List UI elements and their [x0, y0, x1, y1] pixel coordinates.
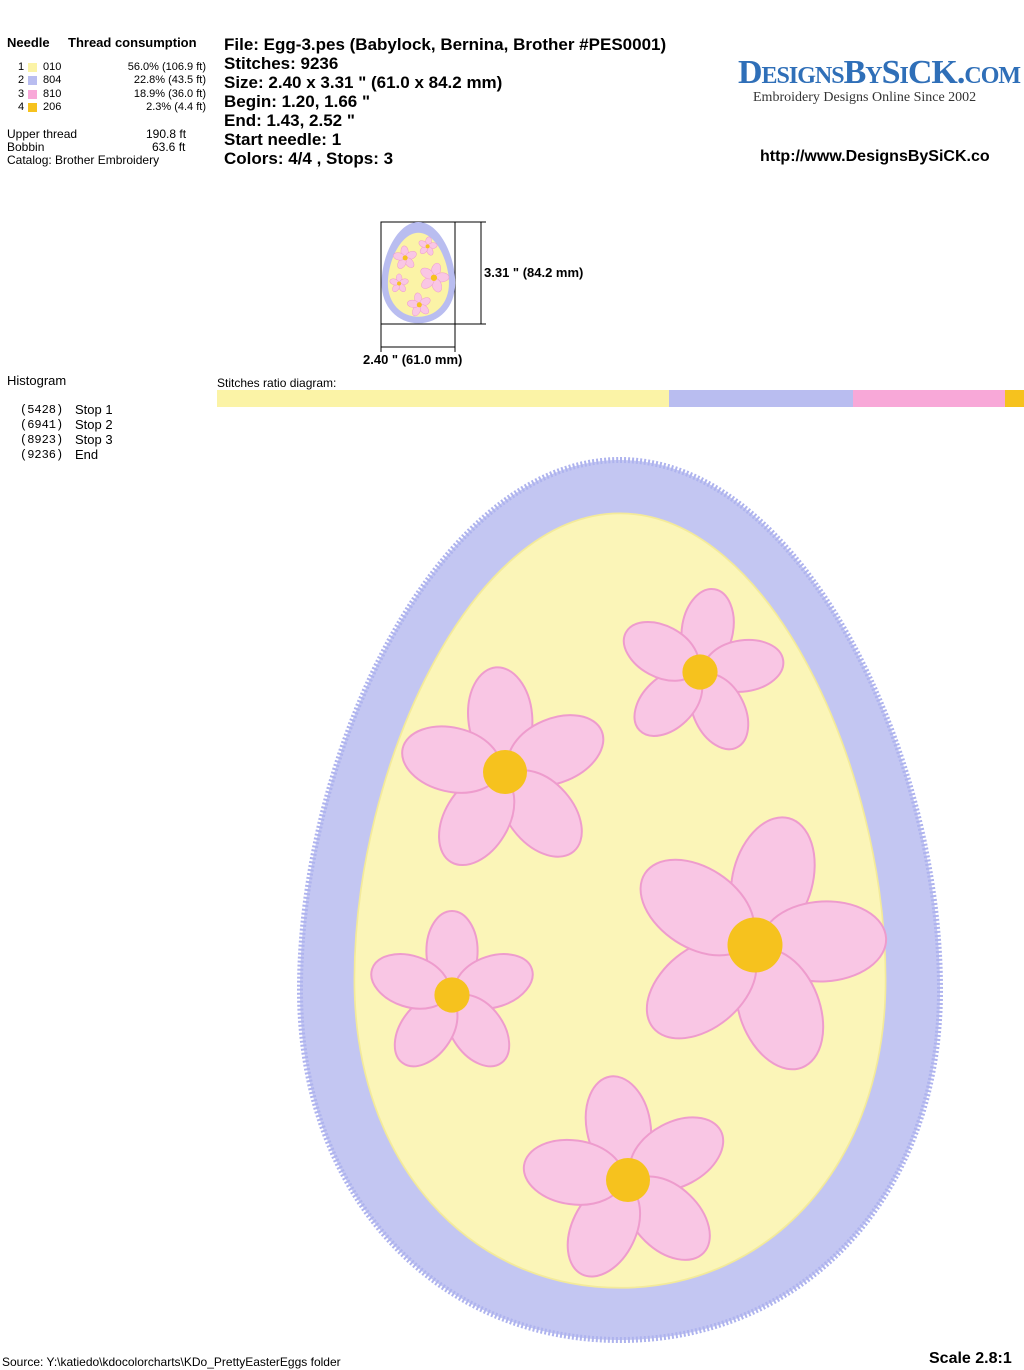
- info-line: Colors: 4/4 , Stops: 3: [224, 149, 394, 168]
- needle-number: 4: [18, 100, 25, 113]
- stop-count: (9236): [20, 448, 64, 462]
- thread-code: 206: [43, 100, 62, 113]
- thumb-frame: [380, 221, 456, 325]
- dimension-lines: [380, 221, 486, 352]
- flowers: [370, 588, 888, 1278]
- url: http://www.DesignsBySiCK.co: [760, 148, 990, 165]
- flower-center: [416, 302, 422, 308]
- thread-usage: 56.0% (106.9 ft): [127, 61, 206, 73]
- scale: Scale 2.8:1: [929, 1350, 1012, 1367]
- stop-label: Stop 3: [75, 432, 113, 447]
- info-line: File: Egg-3.pes (Babylock, Bernina, Brot…: [224, 35, 667, 54]
- flower-center: [682, 654, 718, 690]
- flower-center: [430, 274, 438, 281]
- flower-center: [402, 255, 408, 261]
- ratio-title: Stitches ratio diagram:: [217, 376, 337, 390]
- info-line: Start needle: 1: [224, 130, 342, 149]
- flower-center: [397, 281, 402, 286]
- flower-center: [483, 750, 527, 794]
- stop-label: End: [75, 447, 99, 462]
- thumb-flowers: [389, 236, 450, 317]
- total-value: 190.8 ft: [146, 127, 187, 141]
- ratio-segment: [852, 390, 1006, 407]
- needle-header: Needle: [7, 35, 50, 50]
- flower-center: [727, 917, 783, 973]
- needle-number: 2: [18, 74, 25, 87]
- ratio-segment: [668, 390, 853, 407]
- swatch: [28, 102, 37, 112]
- swatch: [28, 63, 37, 72]
- thread-code: 810: [43, 87, 62, 100]
- info-line: Stitches: 9236: [224, 54, 339, 73]
- stop-label: Stop 1: [75, 402, 113, 417]
- height-label: 3.31 " (84.2 mm): [484, 265, 583, 280]
- stop-count: (6941): [20, 418, 64, 432]
- total-label: Bobbin: [7, 140, 45, 154]
- thread-code: 010: [43, 61, 62, 73]
- swatch: [28, 89, 37, 99]
- thread-usage: 18.9% (36.0 ft): [133, 87, 206, 100]
- stop-count: (5428): [20, 403, 64, 417]
- flower-center: [425, 244, 430, 249]
- info-line: Begin: 1.20, 1.66 ": [224, 92, 371, 111]
- ratio-segment: [217, 390, 669, 407]
- total-value: 63.6 ft: [152, 140, 186, 154]
- flower-center: [606, 1158, 650, 1202]
- source: Source: Y:\katiedo\kdocolorcharts\KDo_Pr…: [2, 1355, 341, 1369]
- stop-count: (8923): [20, 433, 64, 447]
- thread-code: 804: [43, 74, 62, 87]
- logo-tagline: Embroidery Designs Online Since 2002: [753, 90, 977, 105]
- logo-title: DesignsBySiCK.com: [738, 54, 1021, 91]
- ratio-bar: [217, 390, 1024, 407]
- thread-usage: 2.3% (4.4 ft): [146, 100, 206, 113]
- flower-center: [434, 977, 470, 1013]
- info-line: End: 1.43, 2.52 ": [224, 111, 355, 130]
- info-line: Size: 2.40 x 3.31 " (61.0 x 84.2 mm): [224, 73, 503, 92]
- consumption-header: Thread consumption: [68, 35, 197, 50]
- needle-number: 3: [18, 87, 25, 100]
- width-label: 2.40 " (61.0 mm): [363, 352, 462, 367]
- needle-number: 1: [18, 61, 25, 73]
- thread-usage: 22.8% (43.5 ft): [133, 74, 206, 87]
- histogram-title: Histogram: [7, 373, 67, 388]
- swatch: [28, 76, 37, 86]
- total-label: Upper thread: [7, 127, 78, 141]
- catalog: Catalog: Brother Embroidery: [7, 153, 160, 167]
- ratio-segment: [1005, 390, 1024, 407]
- file-info: File: Egg-3.pes (Babylock, Bernina, Brot…: [224, 35, 666, 168]
- stop-label: Stop 2: [75, 417, 113, 432]
